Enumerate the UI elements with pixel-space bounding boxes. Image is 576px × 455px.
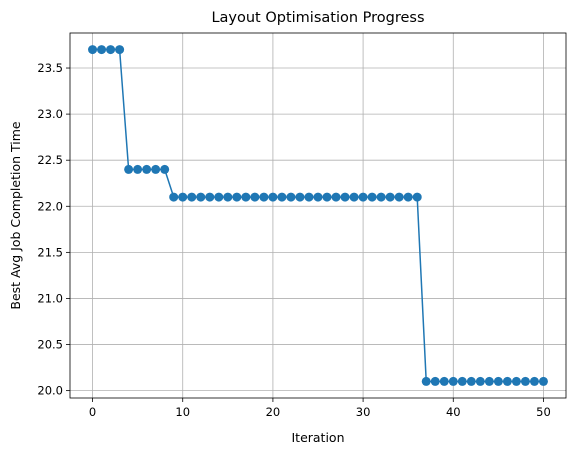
- data-point: [124, 165, 133, 174]
- data-point: [377, 193, 386, 202]
- data-point: [232, 193, 241, 202]
- data-point: [359, 193, 368, 202]
- data-point: [431, 377, 440, 386]
- data-point: [323, 193, 332, 202]
- data-point: [332, 193, 341, 202]
- axis-ticks: 0 10 20 30 40 50 20.0 20.5 21.0 21.5 22.0 22.5 23.0 2…: [37, 61, 550, 419]
- data-point: [187, 193, 196, 202]
- y-tick-label: 22.5: [37, 153, 63, 167]
- series-line: [93, 50, 544, 382]
- data-point: [169, 193, 178, 202]
- data-point: [259, 193, 268, 202]
- data-point: [286, 193, 295, 202]
- y-tick-label: 20.5: [37, 338, 63, 352]
- data-point: [422, 377, 431, 386]
- data-point: [368, 193, 377, 202]
- x-tick-label: 30: [356, 405, 371, 419]
- data-series: [88, 45, 548, 386]
- data-point: [314, 193, 323, 202]
- data-point: [178, 193, 187, 202]
- data-point: [467, 377, 476, 386]
- x-tick-label: 20: [266, 405, 281, 419]
- data-point: [449, 377, 458, 386]
- data-point: [494, 377, 503, 386]
- y-tick-label: 22.0: [37, 199, 63, 213]
- data-point: [485, 377, 494, 386]
- data-point: [539, 377, 548, 386]
- data-point: [223, 193, 232, 202]
- y-tick-label: 20.0: [37, 384, 63, 398]
- data-point: [395, 193, 404, 202]
- data-point: [151, 165, 160, 174]
- chart-title: Layout Optimisation Progress: [211, 10, 424, 26]
- data-point: [350, 193, 359, 202]
- data-point: [521, 377, 530, 386]
- y-tick-label: 21.0: [37, 291, 63, 305]
- x-tick-label: 40: [446, 405, 461, 419]
- x-tick-label: 0: [89, 405, 96, 419]
- data-point: [512, 377, 521, 386]
- data-point: [341, 193, 350, 202]
- y-tick-label: 23.0: [37, 107, 63, 121]
- x-tick-label: 50: [536, 405, 551, 419]
- data-point: [241, 193, 250, 202]
- data-point: [115, 45, 124, 54]
- data-point: [530, 377, 539, 386]
- y-tick-label: 21.5: [37, 245, 63, 259]
- data-point: [413, 193, 422, 202]
- data-point: [160, 165, 169, 174]
- data-point: [458, 377, 467, 386]
- data-point: [386, 193, 395, 202]
- x-tick-label: 10: [175, 405, 190, 419]
- data-point: [142, 165, 151, 174]
- data-point: [106, 45, 115, 54]
- grid: [70, 33, 566, 398]
- data-point: [503, 377, 512, 386]
- data-point: [404, 193, 413, 202]
- data-point: [440, 377, 449, 386]
- data-point: [304, 193, 313, 202]
- data-point: [97, 45, 106, 54]
- x-axis-label: Iteration: [291, 430, 344, 445]
- y-axis-label: Best Avg Job Completion Time: [8, 121, 23, 309]
- data-point: [476, 377, 485, 386]
- plot-frame: [70, 33, 566, 398]
- data-point: [88, 45, 97, 54]
- data-point: [133, 165, 142, 174]
- data-point: [268, 193, 277, 202]
- data-point: [214, 193, 223, 202]
- data-point: [277, 193, 286, 202]
- data-point: [205, 193, 214, 202]
- data-point: [196, 193, 205, 202]
- data-point: [295, 193, 304, 202]
- y-tick-label: 23.5: [37, 61, 63, 75]
- data-point: [250, 193, 259, 202]
